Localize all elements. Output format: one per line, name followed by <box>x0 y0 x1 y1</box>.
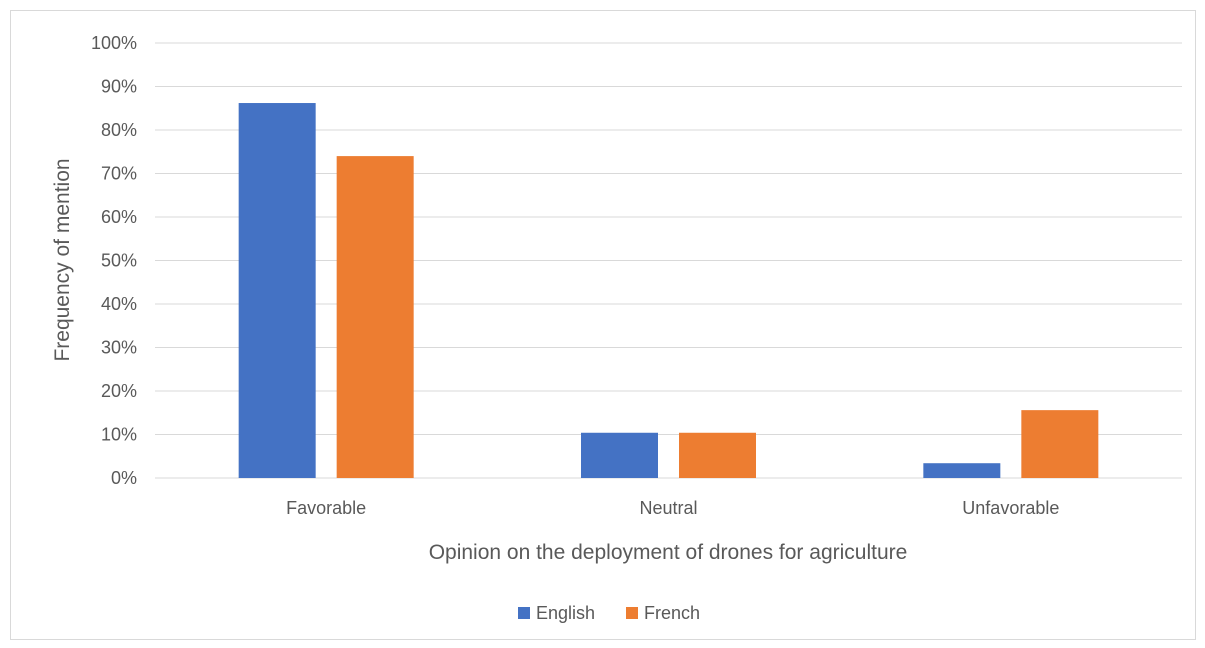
y-tick-label: 50% <box>101 251 137 271</box>
y-tick-label: 100% <box>91 33 137 53</box>
y-tick-label: 40% <box>101 294 137 314</box>
x-axis-title: Opinion on the deployment of drones for … <box>429 541 908 564</box>
x-tick-label: Neutral <box>639 498 697 518</box>
y-axis-title: Frequency of mention <box>51 158 74 361</box>
y-tick-label: 90% <box>101 77 137 97</box>
y-tick-label: 0% <box>111 468 137 488</box>
legend-label-french: French <box>644 603 700 623</box>
bar-french-favorable <box>336 156 414 478</box>
chart-frame <box>10 10 1196 640</box>
legend-swatch-english <box>518 607 530 619</box>
bars <box>238 103 1099 478</box>
legend-label-english: English <box>536 603 595 623</box>
bar-english-unfavorable <box>923 463 1001 478</box>
x-axis-ticks: Favorable Neutral Unfavorable <box>286 498 1059 518</box>
y-tick-label: 70% <box>101 164 137 184</box>
gridlines <box>155 42 1182 479</box>
x-tick-label: Favorable <box>286 498 366 518</box>
y-tick-label: 20% <box>101 381 137 401</box>
bar-english-neutral <box>581 432 658 478</box>
y-axis-ticks: 0% 10% 20% 30% 40% 50% 60% 70% 80% 90% 100% <box>91 33 137 488</box>
y-tick-label: 60% <box>101 207 137 227</box>
y-tick-label: 30% <box>101 338 137 358</box>
bar-english-favorable <box>238 103 316 478</box>
legend-swatch-french <box>626 607 638 619</box>
bar-french-unfavorable <box>1021 410 1099 478</box>
bar-french-neutral <box>679 432 756 478</box>
y-tick-label: 80% <box>101 120 137 140</box>
x-tick-label: Unfavorable <box>962 498 1059 518</box>
y-tick-label: 10% <box>101 425 137 445</box>
legend: English French <box>518 603 700 623</box>
